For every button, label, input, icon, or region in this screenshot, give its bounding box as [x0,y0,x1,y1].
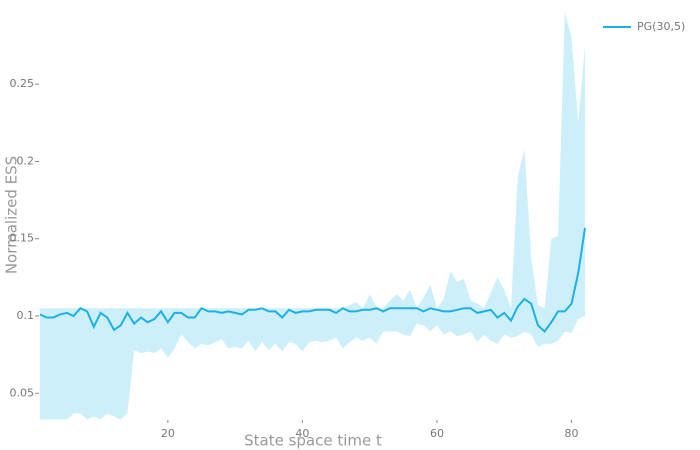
series-line [39,227,586,333]
y-tick-label: 0.15 [10,232,35,245]
legend-label: PG(30,5) [637,20,685,33]
y-tick-label: 0.2 [17,154,35,167]
x-tick-label: 20 [161,427,175,440]
y-tick-label: 0.25 [10,77,35,90]
x-tick-label: 80 [565,427,579,440]
y-axis-label: Normalized ESS [3,156,21,274]
x-tick-label: 40 [295,427,309,440]
y-tick-label: 0.1 [17,309,35,322]
x-tick-label: 60 [430,427,444,440]
x-axis-label: State space time t [244,432,382,450]
y-tick-label: 0.05 [10,386,35,399]
confidence-band [40,11,585,420]
